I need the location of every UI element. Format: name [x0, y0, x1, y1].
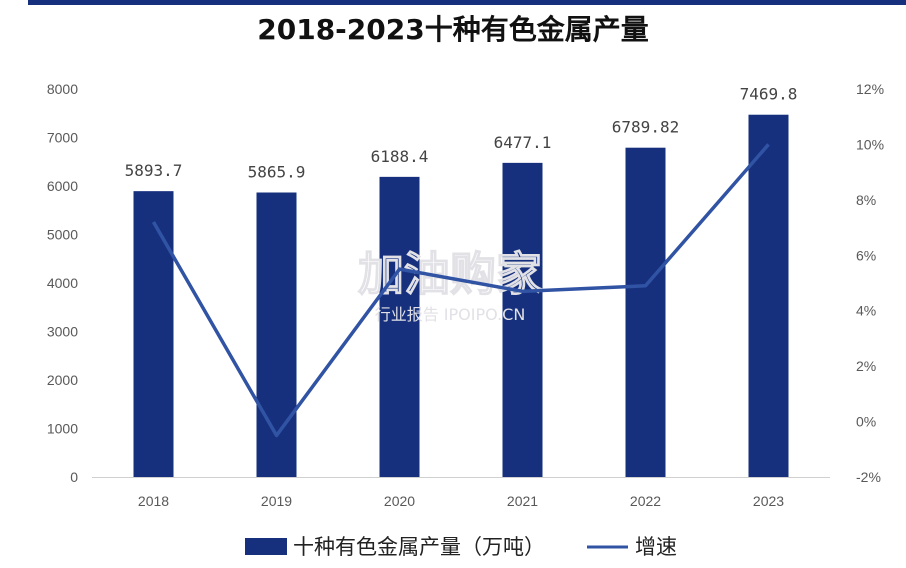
right-axis-tick-label: 4% — [856, 303, 876, 319]
bar — [748, 114, 789, 478]
left-axis-tick-label: 6000 — [47, 178, 78, 194]
x-axis-tick-label: 2022 — [630, 493, 661, 509]
legend-bar-swatch — [245, 538, 287, 555]
watermark: 加油购家 行业报告 IPOIPO.CN — [357, 246, 542, 324]
legend-line-label: 增速 — [635, 535, 677, 559]
x-axis-tick-label: 2023 — [753, 493, 784, 509]
bar-data-label: 5893.7 — [125, 161, 183, 180]
bar — [502, 162, 543, 477]
bar — [256, 192, 297, 477]
bar-data-label: 6477.1 — [494, 133, 552, 152]
right-axis: -2% 0% 2% 4% 6% 8% 10% 12% — [856, 81, 884, 485]
left-axis-tick-label: 7000 — [47, 130, 78, 146]
left-axis-tick-label: 2000 — [47, 372, 78, 388]
bar-data-label: 6789.82 — [612, 118, 679, 137]
right-axis-tick-label: 2% — [856, 358, 876, 374]
right-axis-tick-label: 0% — [856, 414, 876, 430]
left-axis-tick-label: 0 — [70, 469, 78, 485]
watermark-logo-text: 加油购家 — [358, 247, 542, 301]
bar-data-label: 7469.8 — [740, 85, 798, 104]
x-axis-tick-label: 2020 — [384, 493, 415, 509]
left-axis-tick-label: 3000 — [47, 324, 78, 340]
bar — [625, 147, 666, 477]
x-axis-tick-label: 2019 — [261, 493, 292, 509]
x-axis-tick-label: 2021 — [507, 493, 538, 509]
bar-data-label: 5865.9 — [248, 163, 306, 182]
chart-title: 2018-2023十种有色金属产量 — [257, 13, 649, 46]
left-axis-tick-label: 1000 — [47, 421, 78, 437]
legend: 十种有色金属产量（万吨） 增速 — [245, 535, 677, 559]
bar-series — [133, 114, 789, 478]
right-axis-tick-label: 6% — [856, 247, 876, 263]
legend-bar-label: 十种有色金属产量（万吨） — [293, 535, 545, 559]
left-axis-tick-label: 8000 — [47, 81, 78, 97]
bar — [379, 176, 420, 477]
watermark-url-text: 行业报告 IPOIPO.CN — [375, 305, 526, 324]
bar-data-label: 6188.4 — [371, 147, 429, 166]
left-axis: 0 1000 2000 3000 4000 5000 6000 7000 8000 — [47, 81, 78, 485]
x-axis: 2018 2019 2020 2021 2022 2023 — [138, 493, 784, 509]
bar — [133, 191, 174, 477]
right-axis-tick-label: 8% — [856, 192, 876, 208]
top-accent-bar — [28, 0, 906, 5]
right-axis-tick-label: 12% — [856, 81, 884, 97]
bar-data-labels: 5893.7 5865.9 6188.4 6477.1 6789.82 7469.8 — [125, 85, 798, 182]
growth-line — [151, 143, 770, 438]
left-axis-tick-label: 4000 — [47, 275, 78, 291]
left-axis-tick-label: 5000 — [47, 227, 78, 243]
right-axis-tick-label: -2% — [856, 469, 881, 485]
right-axis-tick-label: 10% — [856, 136, 884, 152]
x-axis-tick-label: 2018 — [138, 493, 169, 509]
